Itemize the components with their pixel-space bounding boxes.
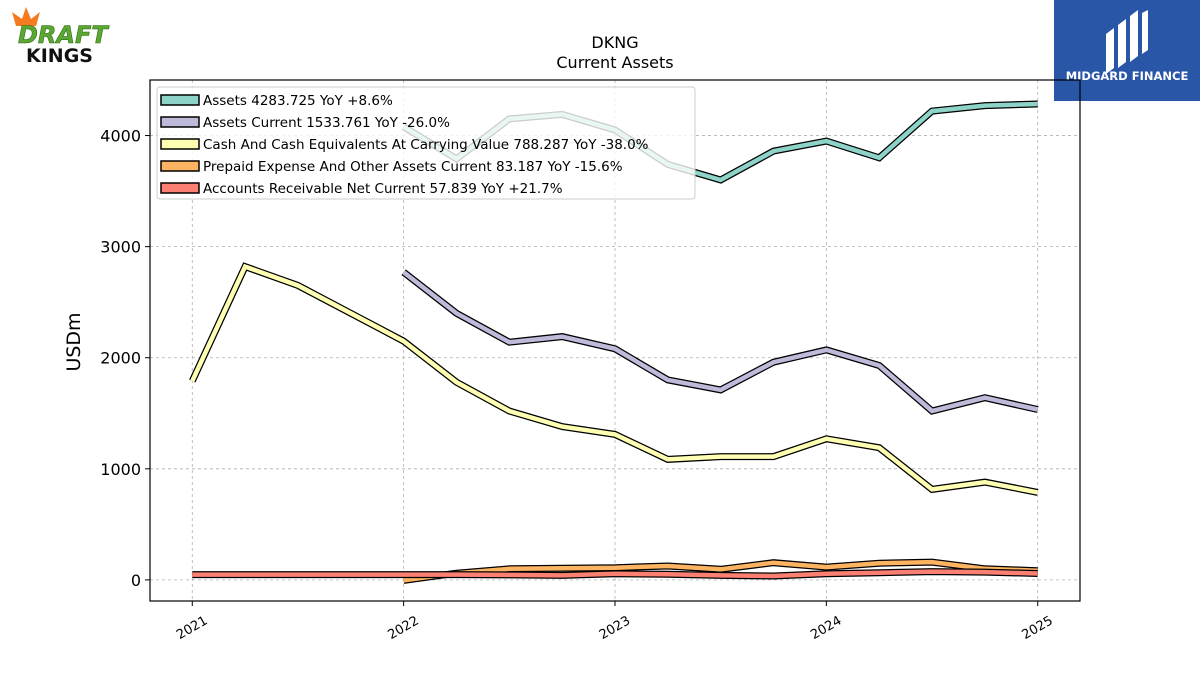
legend-swatch [160,182,200,194]
legend-item: Accounts Receivable Net Current 57.839 Y… [160,181,563,197]
series-line [403,559,1038,583]
legend-item: Prepaid Expense And Other Assets Current… [160,159,623,175]
legend-box [156,86,696,200]
logo-line-draft: DRAFT [18,21,109,49]
logo-line-kings: KINGS [26,45,93,66]
x-tick-label: 2021 [174,613,210,643]
x-tick-label: 2023 [597,613,633,643]
legend-item: Cash And Cash Equivalents At Carrying Va… [160,137,649,153]
y-axis-label: USDm [63,312,85,371]
legend-label: Accounts Receivable Net Current 57.839 Y… [203,181,563,197]
legend: Assets 4283.725 YoY +8.6% Assets Current … [156,86,696,200]
x-tick-label: 2024 [808,613,844,643]
x-tick-label: 2022 [385,613,421,643]
legend-swatch [160,94,200,106]
legend-swatch [160,116,200,128]
y-tick-label: 0 [131,571,141,590]
legend-swatch [160,160,200,172]
series-assets-current [401,269,1039,415]
series-cash-and-cash-equivalents-at-carrying-value [189,262,1039,496]
series-accounts-receivable-net-current [192,568,1038,580]
legend-item: Assets Current 1533.761 YoY -26.0% [160,115,450,131]
series-prepaid-expense-and-other-assets-current [403,558,1038,584]
midgard-logo-text: MIDGARD FINANCE [1066,69,1189,83]
chart-subtitle: Current Assets [556,53,673,72]
y-tick-label: 1000 [100,460,141,479]
plot-frame [149,79,1081,602]
midgard-finance-logo: MIDGARD FINANCE [1054,0,1200,101]
series-line [192,569,1038,579]
tick-labels: 0 1000 2000 3000 4000 2021 2022 2023 2024 2025 [100,127,1055,643]
legend-swatch [160,138,200,150]
legend-item: Assets 4283.725 YoY +8.6% [160,93,393,109]
y-tick-label: 2000 [100,349,141,368]
legend-label: Assets Current 1533.761 YoY -26.0% [203,115,450,131]
axes [145,79,1081,606]
legend-label: Assets 4283.725 YoY +8.6% [203,93,393,109]
x-tick-label: 2025 [1020,613,1056,643]
chart-title: DKNG [591,33,638,52]
midgard-mark-icon: MIDGARD FINANCE [1066,10,1189,83]
legend-label: Cash And Cash Equivalents At Carrying Va… [203,137,649,153]
legend-label: Prepaid Expense And Other Assets Current… [203,159,623,175]
y-tick-label: 3000 [100,238,141,257]
series-line [190,263,1039,495]
y-tick-label: 4000 [100,127,141,146]
crown-icon [12,7,40,26]
draftkings-logo: DRAFT KINGS [12,7,110,66]
series-line [402,270,1039,414]
